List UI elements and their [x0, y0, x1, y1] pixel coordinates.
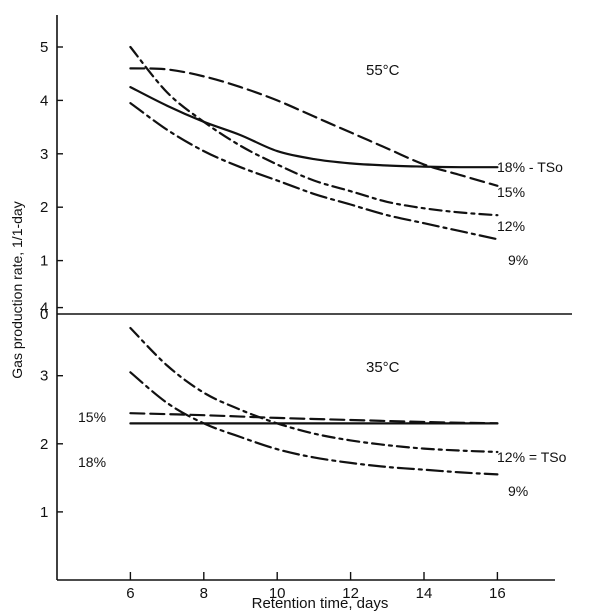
series-label-35c-18: 18% — [78, 454, 106, 470]
y-tick-label-p0-5: 5 — [40, 39, 48, 56]
y-tick-label-p0-1: 1 — [40, 253, 48, 270]
y-tick-label-p1-3: 3 — [40, 368, 48, 385]
series-line-p1-3 — [129, 371, 499, 476]
panel-label-55c: 55°C — [366, 62, 400, 79]
y-tick-label-zero: 0 — [40, 306, 48, 323]
y-axis-label: Gas production rate, 1/1-day — [9, 201, 25, 378]
y-tick-label-p0-3: 3 — [40, 146, 48, 163]
series-label-55c-18: 18% - TSo — [497, 159, 563, 175]
x-tick-label-10: 10 — [269, 585, 286, 602]
x-tick-label-16: 16 — [489, 585, 506, 602]
y-tick-label-p1-4: 4 — [40, 300, 48, 317]
series-label-55c-12: 12% — [497, 218, 525, 234]
series-line-p1-0 — [129, 326, 499, 454]
series-line-p0-1 — [129, 67, 499, 187]
y-tick-label-p1-1: 1 — [40, 504, 48, 521]
x-tick-label-8: 8 — [200, 585, 208, 602]
series-line-p0-2 — [129, 45, 499, 217]
x-axis-label: Retention time, days — [252, 595, 389, 612]
series-label-55c-15: 15% — [497, 184, 525, 200]
y-tick-label-p0-2: 2 — [40, 199, 48, 216]
series-label-55c-9: 9% — [508, 252, 528, 268]
series-line-p0-3 — [129, 102, 499, 241]
series-line-p1-1 — [129, 412, 499, 425]
y-tick-label-p0-4: 4 — [40, 92, 48, 109]
panel-label-35c: 35°C — [366, 359, 400, 376]
series-label-35c-9: 9% — [508, 483, 528, 499]
series-label-35c-12: 12% = TSo — [497, 449, 567, 465]
x-tick-label-14: 14 — [416, 585, 433, 602]
x-tick-label-6: 6 — [126, 585, 134, 602]
x-tick-label-12: 12 — [342, 585, 359, 602]
series-label-35c-15: 15% — [78, 409, 106, 425]
y-tick-label-p1-2: 2 — [40, 436, 48, 453]
series-line-p0-0 — [129, 86, 499, 169]
